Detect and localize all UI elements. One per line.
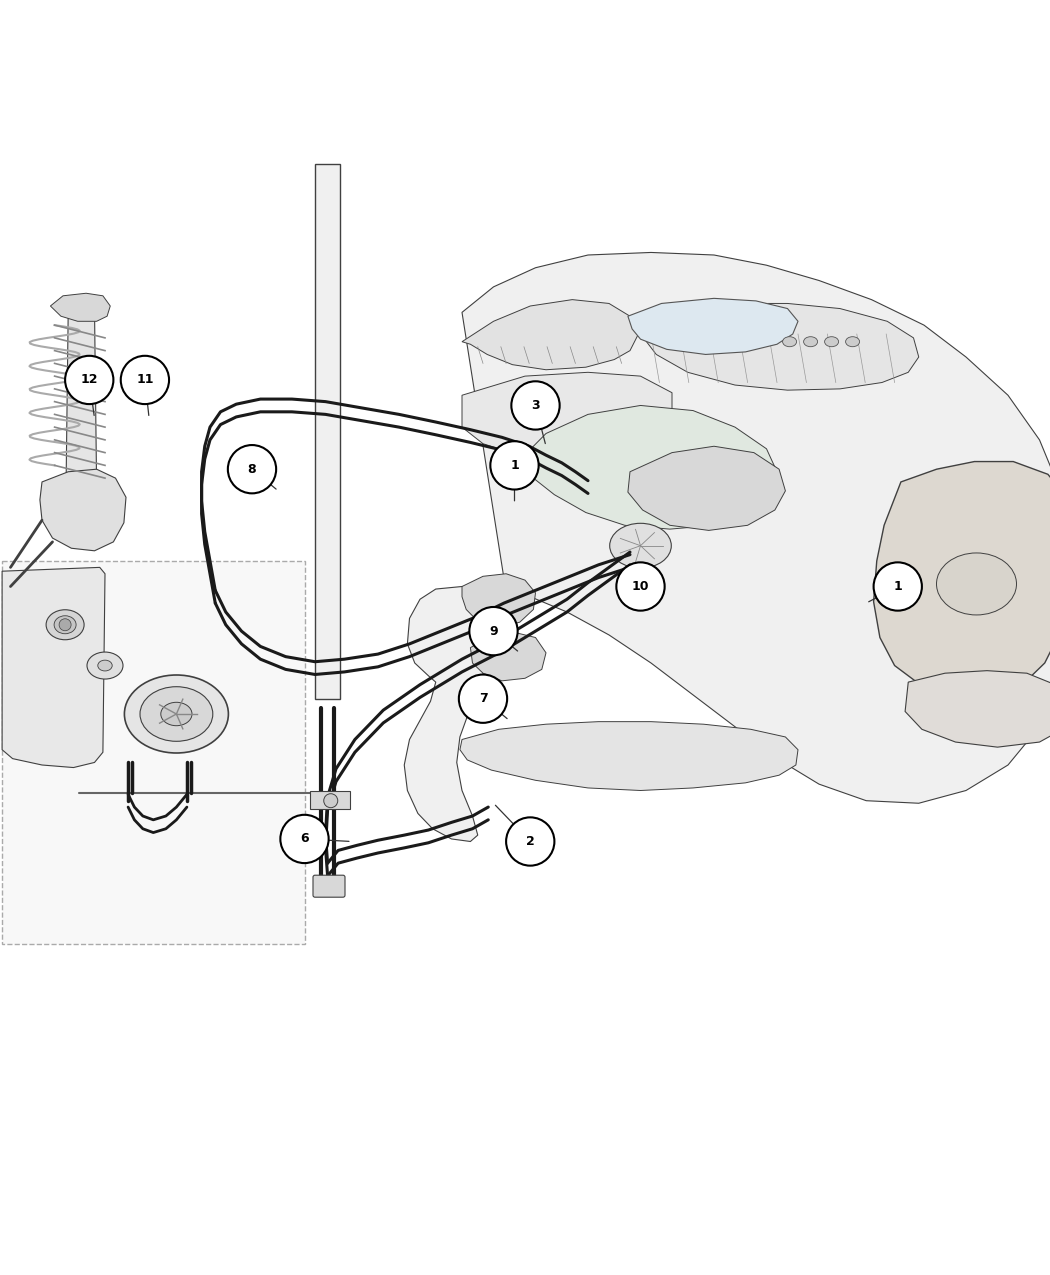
- Polygon shape: [628, 298, 798, 354]
- Text: 9: 9: [489, 625, 498, 638]
- Circle shape: [459, 674, 507, 723]
- Text: 10: 10: [632, 580, 649, 593]
- Ellipse shape: [610, 523, 671, 569]
- Polygon shape: [2, 567, 105, 768]
- Polygon shape: [640, 303, 919, 390]
- Polygon shape: [470, 632, 546, 681]
- Bar: [2, 561, 304, 944]
- Ellipse shape: [98, 660, 112, 671]
- Text: 1: 1: [894, 580, 902, 593]
- Circle shape: [323, 794, 338, 807]
- Polygon shape: [40, 469, 126, 551]
- Ellipse shape: [87, 652, 123, 680]
- Bar: [315, 163, 340, 699]
- Circle shape: [280, 815, 329, 863]
- Text: 1: 1: [510, 459, 519, 472]
- Ellipse shape: [140, 687, 213, 741]
- Text: 3: 3: [531, 399, 540, 412]
- Polygon shape: [905, 671, 1050, 747]
- Text: 8: 8: [248, 463, 256, 476]
- Circle shape: [59, 618, 71, 631]
- Circle shape: [490, 441, 539, 490]
- Polygon shape: [462, 574, 536, 627]
- Ellipse shape: [782, 337, 797, 347]
- Ellipse shape: [803, 337, 818, 347]
- Polygon shape: [460, 722, 798, 790]
- Polygon shape: [404, 252, 1050, 842]
- Ellipse shape: [161, 703, 192, 725]
- Polygon shape: [514, 405, 777, 529]
- Polygon shape: [462, 300, 638, 370]
- Ellipse shape: [55, 616, 76, 634]
- Text: 12: 12: [81, 374, 98, 386]
- Circle shape: [469, 607, 518, 655]
- Polygon shape: [628, 446, 785, 530]
- Bar: [310, 790, 350, 808]
- Ellipse shape: [46, 609, 84, 640]
- Text: 2: 2: [526, 835, 534, 848]
- Ellipse shape: [124, 674, 229, 754]
- Circle shape: [228, 445, 276, 493]
- Ellipse shape: [845, 337, 860, 347]
- Polygon shape: [874, 462, 1050, 701]
- Polygon shape: [66, 306, 97, 491]
- Text: 7: 7: [479, 692, 487, 705]
- Polygon shape: [462, 372, 672, 462]
- Circle shape: [511, 381, 560, 430]
- Circle shape: [121, 356, 169, 404]
- Text: 11: 11: [136, 374, 153, 386]
- Circle shape: [506, 817, 554, 866]
- Ellipse shape: [824, 337, 839, 347]
- Text: 6: 6: [300, 833, 309, 845]
- FancyBboxPatch shape: [313, 875, 345, 898]
- Circle shape: [616, 562, 665, 611]
- Circle shape: [874, 562, 922, 611]
- Ellipse shape: [937, 553, 1016, 615]
- Polygon shape: [50, 293, 110, 321]
- Circle shape: [65, 356, 113, 404]
